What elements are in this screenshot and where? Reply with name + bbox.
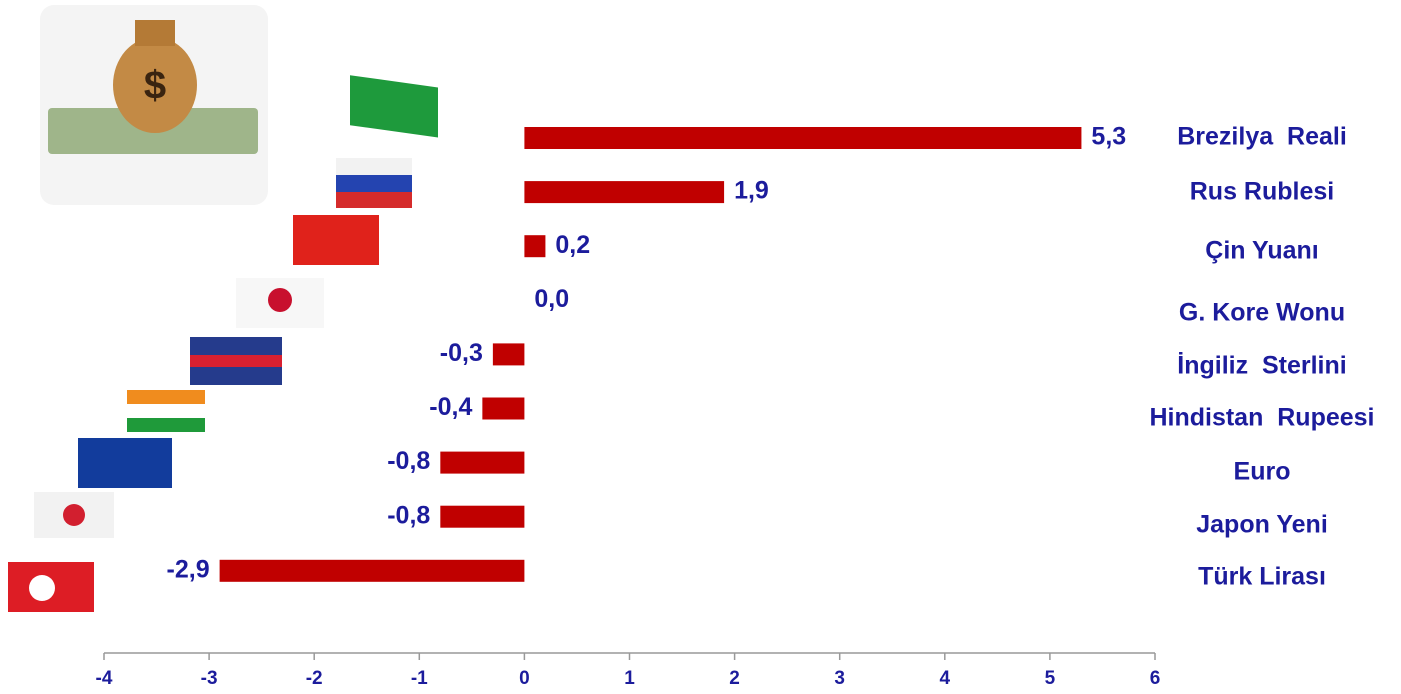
category-label: İngiliz Sterlini	[1177, 352, 1346, 380]
category-label: Brezilya Reali	[1177, 123, 1347, 151]
bar	[440, 451, 525, 474]
bar	[524, 235, 546, 258]
value-label: -0,8	[387, 447, 430, 475]
value-label: -0,3	[440, 339, 483, 367]
flags	[8, 75, 438, 612]
x-tick-label: 0	[519, 668, 530, 689]
x-tick-label: 2	[729, 668, 740, 689]
category-label: Japon Yeni	[1196, 511, 1328, 539]
category-label: Hindistan Rupeesi	[1149, 404, 1374, 432]
bar	[524, 127, 1082, 149]
bar	[440, 505, 525, 528]
x-tick-label: 1	[624, 668, 635, 689]
category-label: Rus Rublesi	[1190, 178, 1334, 206]
value-label: 1,9	[734, 177, 769, 205]
x-tick-label: 4	[940, 668, 951, 689]
bar	[482, 397, 525, 420]
value-label: -0,8	[387, 501, 430, 529]
category-label: Türk Lirası	[1198, 563, 1326, 591]
x-tick-label: 3	[834, 668, 845, 689]
x-tick-label: -2	[306, 668, 323, 689]
value-label: 0,0	[534, 285, 569, 313]
x-tick-label: -1	[411, 668, 428, 689]
x-tick-label: 6	[1150, 668, 1161, 689]
value-label: 5,3	[1091, 123, 1126, 151]
value-label: 0,2	[555, 231, 590, 259]
x-tick-label: -4	[96, 668, 113, 689]
category-label: Euro	[1234, 458, 1291, 486]
bar	[219, 559, 525, 582]
category-label: G. Kore Wonu	[1179, 299, 1345, 327]
bar	[524, 181, 725, 204]
x-tick-label: -3	[201, 668, 218, 689]
bar	[492, 343, 525, 366]
value-label: -0,4	[429, 393, 472, 421]
money-bag-illustration: $	[40, 5, 268, 205]
value-label: -2,9	[167, 555, 210, 583]
x-tick-label: 5	[1045, 668, 1056, 689]
svg-text:$: $	[144, 64, 166, 108]
category-label: Çin Yuanı	[1205, 237, 1318, 265]
